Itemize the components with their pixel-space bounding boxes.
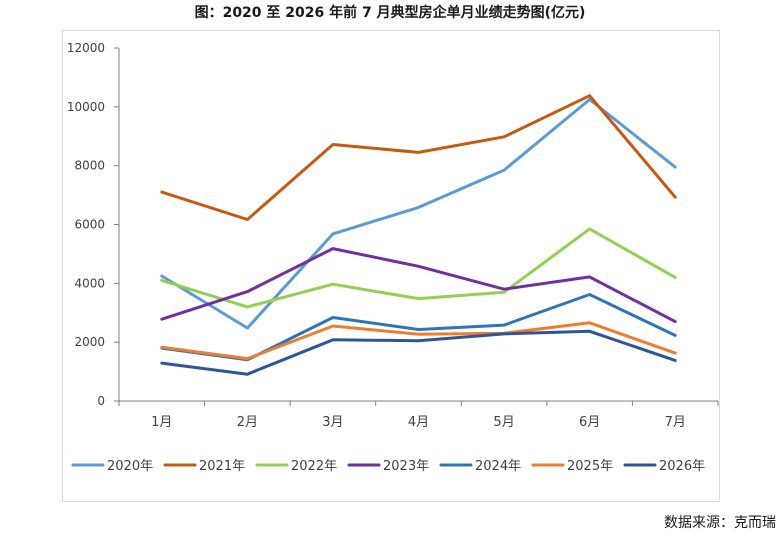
- y-tick-label: 8000: [74, 159, 105, 173]
- y-tick-label: 2000: [74, 335, 105, 349]
- legend-label: 2021年: [199, 459, 245, 474]
- x-tick-label: 2月: [237, 415, 258, 430]
- x-tick-label: 6月: [579, 415, 600, 430]
- series-line-2026年: [160, 329, 677, 376]
- chart-frame: [62, 30, 720, 502]
- x-tick-label: 7月: [665, 415, 686, 430]
- legend-label: 2023年: [383, 459, 429, 474]
- x-tick-label: 5月: [493, 415, 514, 430]
- legend-label: 2024年: [475, 459, 521, 474]
- legend-label: 2020年: [107, 459, 153, 474]
- x-tick-label: 3月: [322, 415, 343, 430]
- y-tick-label: 12000: [67, 41, 105, 55]
- y-tick-label: 0: [97, 394, 105, 408]
- chart-title: 图：2020 至 2026 年前 7 月典型房企单月业绩走势图(亿元): [194, 5, 586, 21]
- legend-label: 2022年: [291, 459, 337, 474]
- legend-label: 2026年: [659, 459, 705, 474]
- y-tick-label: 6000: [74, 218, 105, 232]
- x-tick-label: 1月: [151, 415, 172, 430]
- y-tick-label: 10000: [67, 100, 105, 114]
- source-note: 数据来源：克而瑞: [664, 515, 776, 531]
- series-line-2022年: [160, 227, 677, 309]
- legend-label: 2025年: [567, 459, 613, 474]
- series-line-2023年: [160, 247, 677, 324]
- y-tick-label: 4000: [74, 276, 105, 290]
- series-line-2020年: [160, 98, 677, 330]
- series-line-2021年: [160, 94, 677, 221]
- series-line-2025年: [160, 321, 677, 361]
- x-tick-label: 4月: [408, 415, 429, 430]
